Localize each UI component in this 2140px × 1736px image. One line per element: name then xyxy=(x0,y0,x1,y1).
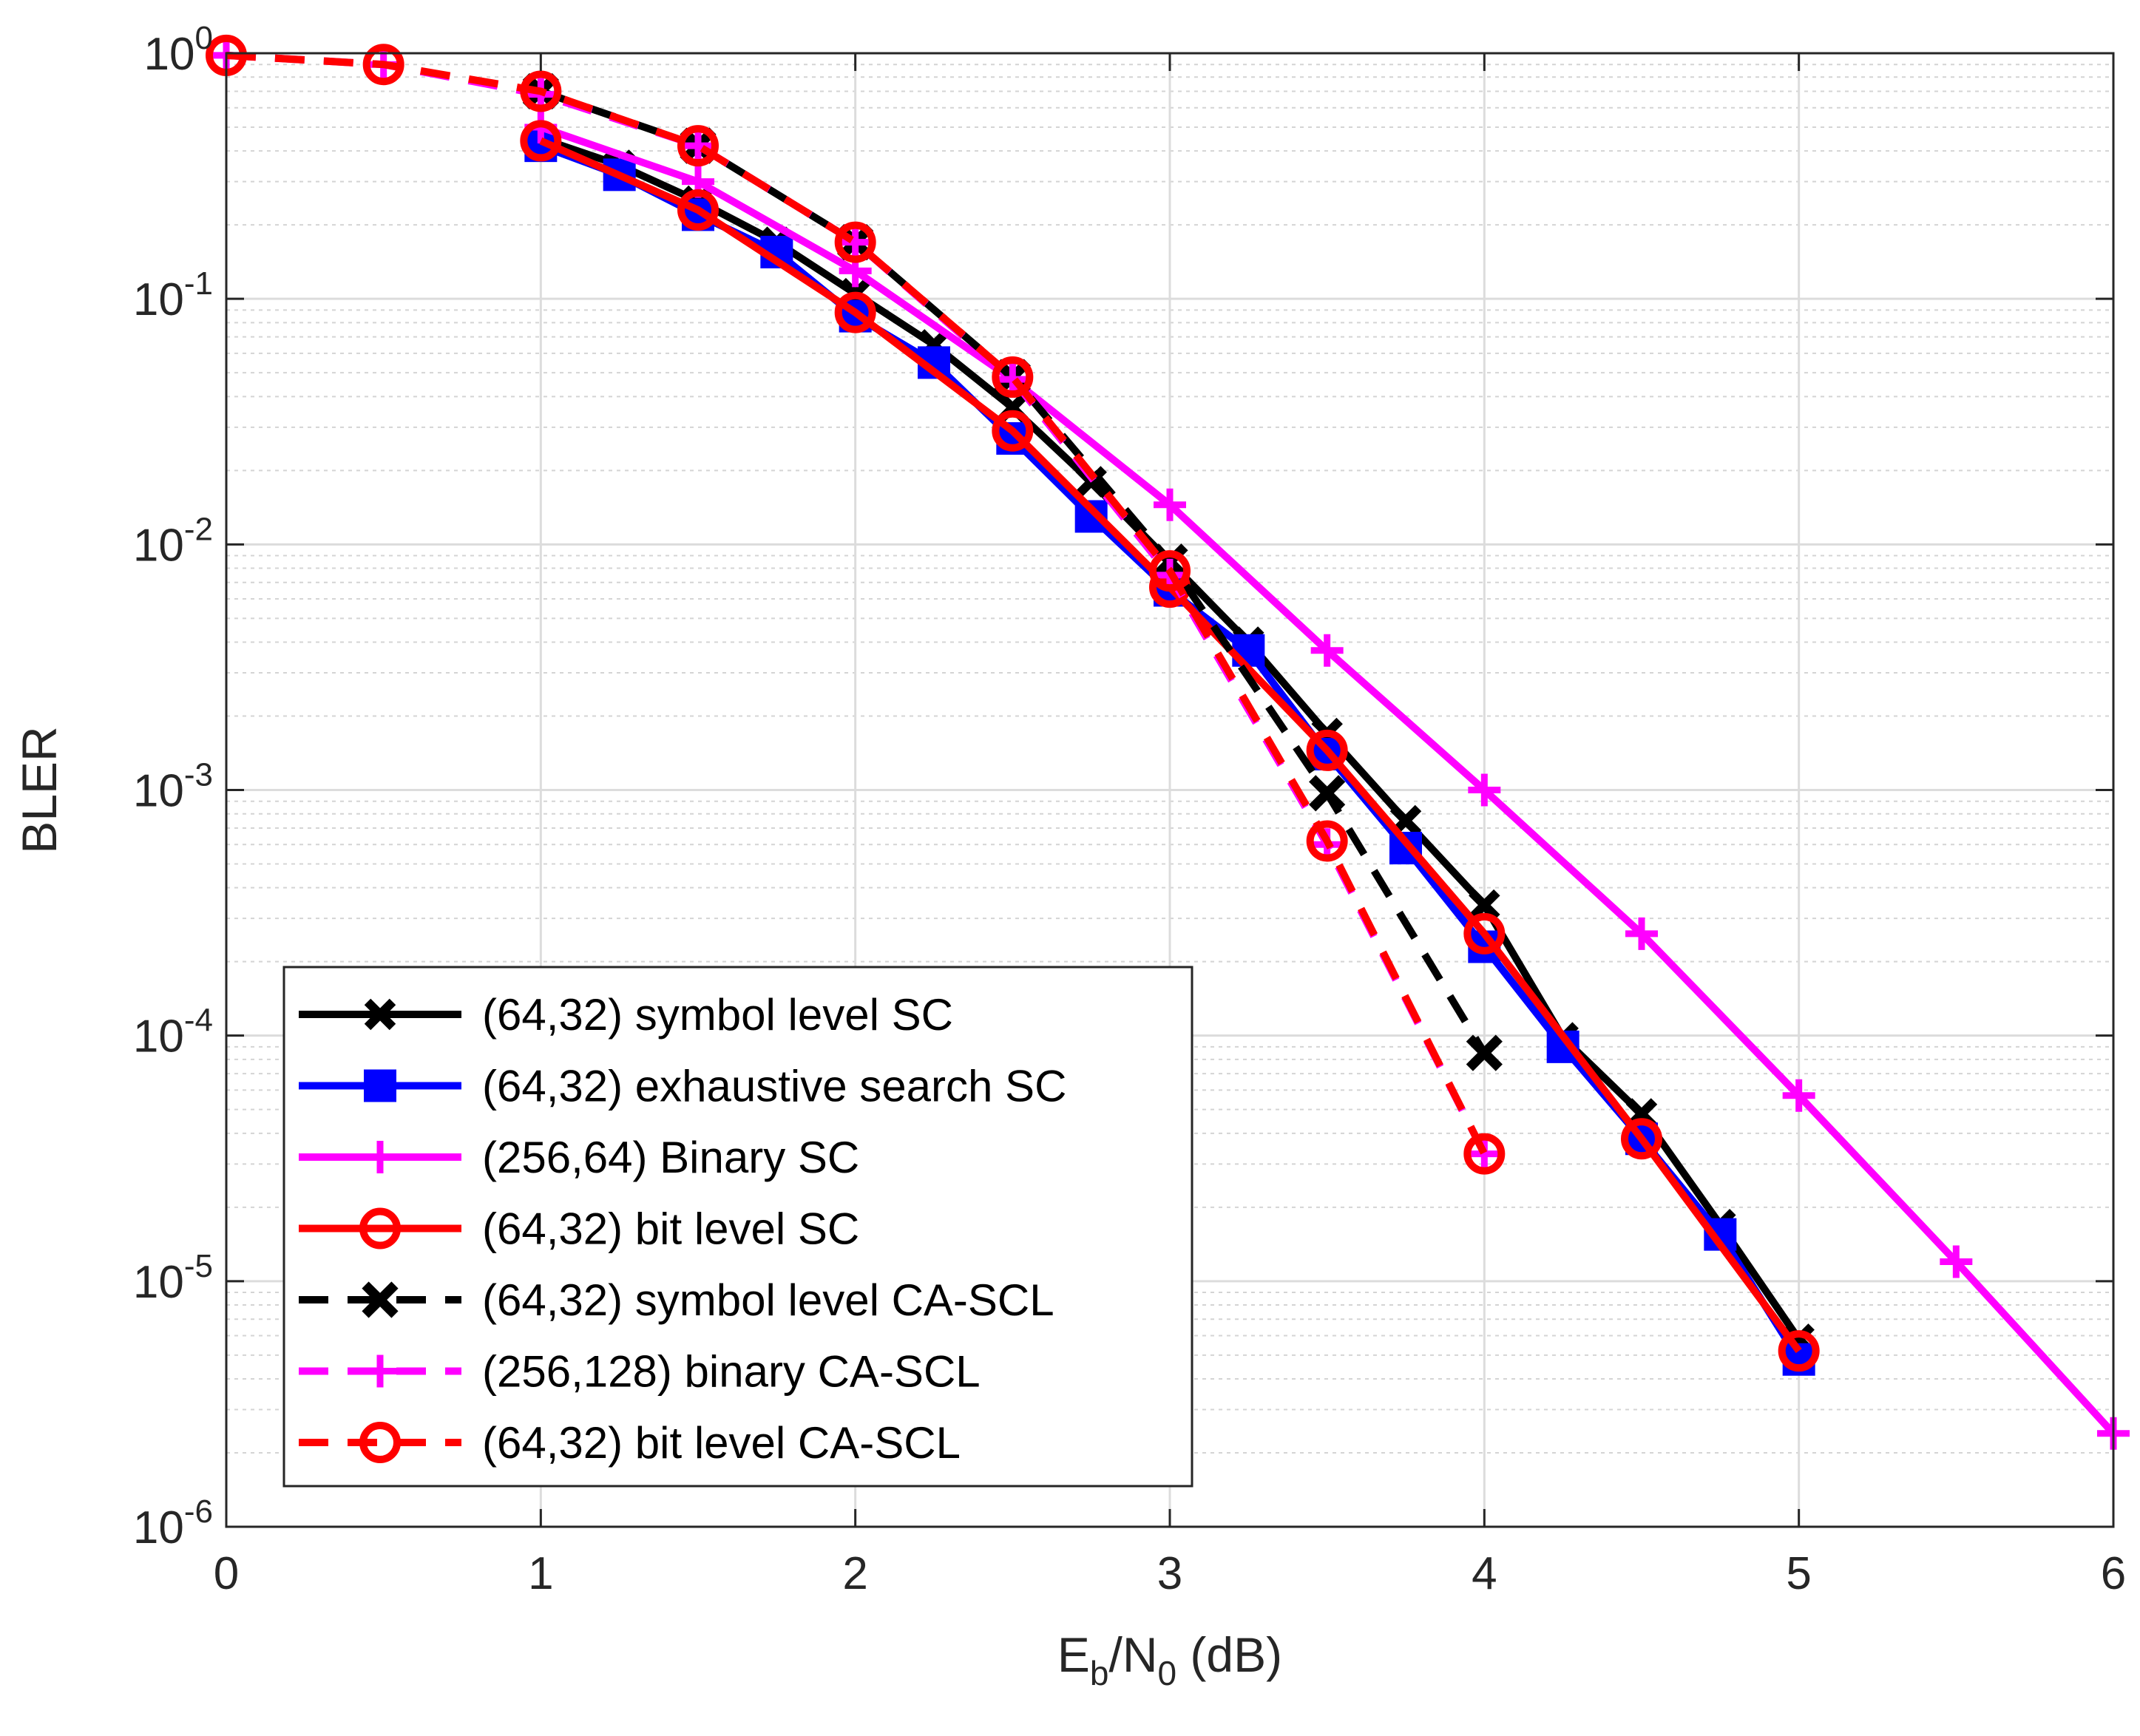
x-tick-label: 6 xyxy=(2101,1548,2126,1599)
legend-entry: (256,64) Binary SC xyxy=(299,1133,859,1182)
legend: (64,32) symbol level SC (64,32) exhaustiv… xyxy=(282,966,1193,1488)
x-tick-label: 5 xyxy=(1786,1548,1811,1599)
data-point xyxy=(992,410,1034,452)
x-axis-title: Eb/N0 (dB) xyxy=(1057,1627,1282,1692)
legend-entry: (64,32) exhaustive search SC xyxy=(299,1062,1066,1111)
axis-titles: Eb/N0 (dB) BLER xyxy=(12,726,1282,1692)
legend-entry: (64,32) symbol level CA-SCL xyxy=(299,1275,1054,1325)
legend-entry: (64,32) bit level CA-SCL xyxy=(299,1418,961,1468)
x-tick-label: 4 xyxy=(1472,1548,1497,1599)
legend-entry: (64,32) bit level SC xyxy=(299,1204,859,1254)
data-point xyxy=(677,125,719,167)
data-point-b xyxy=(1469,889,1500,921)
y-tick-label: 10-5 xyxy=(133,1248,213,1308)
data-point xyxy=(1940,1245,1973,1278)
data-point xyxy=(364,1354,396,1388)
legend-label: (256,128) binary CA-SCL xyxy=(482,1347,981,1397)
data-point xyxy=(1469,889,1500,921)
legend-label: (64,32) bit level SC xyxy=(482,1204,859,1254)
x-tick-label: 2 xyxy=(842,1548,867,1599)
series-line xyxy=(226,51,1488,1156)
data-point-b xyxy=(1466,1034,1503,1071)
data-point xyxy=(1149,550,1191,592)
legend-label: (64,32) bit level CA-SCL xyxy=(482,1418,961,1468)
y-tick-label: 10-2 xyxy=(133,511,213,571)
data-point xyxy=(364,1141,396,1173)
legend-label: (64,32) exhaustive search SC xyxy=(482,1062,1066,1111)
data-point xyxy=(1625,917,1658,950)
series-7 xyxy=(206,34,1506,1175)
series-layer xyxy=(206,34,2130,1450)
legend-label: (64,32) symbol level SC xyxy=(482,990,953,1040)
data-point xyxy=(520,70,562,112)
y-tick-label: 100 xyxy=(144,20,213,80)
data-point xyxy=(1621,1118,1662,1160)
data-point xyxy=(839,226,872,259)
data-point xyxy=(1154,488,1186,521)
data-point xyxy=(992,356,1034,399)
data-point xyxy=(1466,1034,1503,1071)
data-point xyxy=(520,120,562,162)
x-tick-label: 1 xyxy=(528,1548,553,1599)
data-point xyxy=(1306,729,1348,771)
legend-entry: (64,32) symbol level SC xyxy=(299,990,953,1040)
data-point xyxy=(682,129,714,163)
data-point xyxy=(1463,1133,1506,1175)
data-point xyxy=(677,189,719,231)
ticks: 0 1 2 3 4 5 6 100 10-1 10-2 10-3 10-4 10-5 10-6 xyxy=(133,20,2126,1599)
data-point xyxy=(364,998,396,1031)
data-point xyxy=(1468,1137,1501,1170)
data-point xyxy=(834,221,876,263)
data-point xyxy=(834,291,876,333)
data-point xyxy=(364,1069,396,1102)
x-tick-label: 3 xyxy=(1157,1548,1182,1599)
x-tick-label: 0 xyxy=(214,1548,239,1599)
data-point-b xyxy=(364,998,396,1031)
legend-label: (256,64) Binary SC xyxy=(482,1133,859,1182)
data-point xyxy=(996,363,1029,396)
y-tick-label: 10-6 xyxy=(133,1493,213,1553)
data-point xyxy=(1468,773,1501,807)
y-tick-label: 10-3 xyxy=(133,757,213,817)
data-point-b xyxy=(1309,775,1346,812)
legend-entry: (256,128) binary CA-SCL xyxy=(299,1347,981,1397)
data-point xyxy=(1778,1330,1820,1372)
data-point xyxy=(362,1281,399,1318)
data-point xyxy=(362,44,404,86)
y-axis-title: BLER xyxy=(12,726,67,853)
data-point-b xyxy=(362,1281,399,1318)
data-point xyxy=(1306,820,1348,862)
y-tick-label: 10-1 xyxy=(133,265,213,325)
data-point xyxy=(1463,912,1506,955)
data-point xyxy=(1310,634,1344,667)
data-point xyxy=(1782,1079,1815,1112)
data-point xyxy=(1309,775,1346,812)
legend-label: (64,32) symbol level CA-SCL xyxy=(482,1275,1054,1325)
y-tick-label: 10-4 xyxy=(133,1003,213,1062)
data-point xyxy=(359,1422,401,1463)
data-point xyxy=(359,1207,401,1250)
